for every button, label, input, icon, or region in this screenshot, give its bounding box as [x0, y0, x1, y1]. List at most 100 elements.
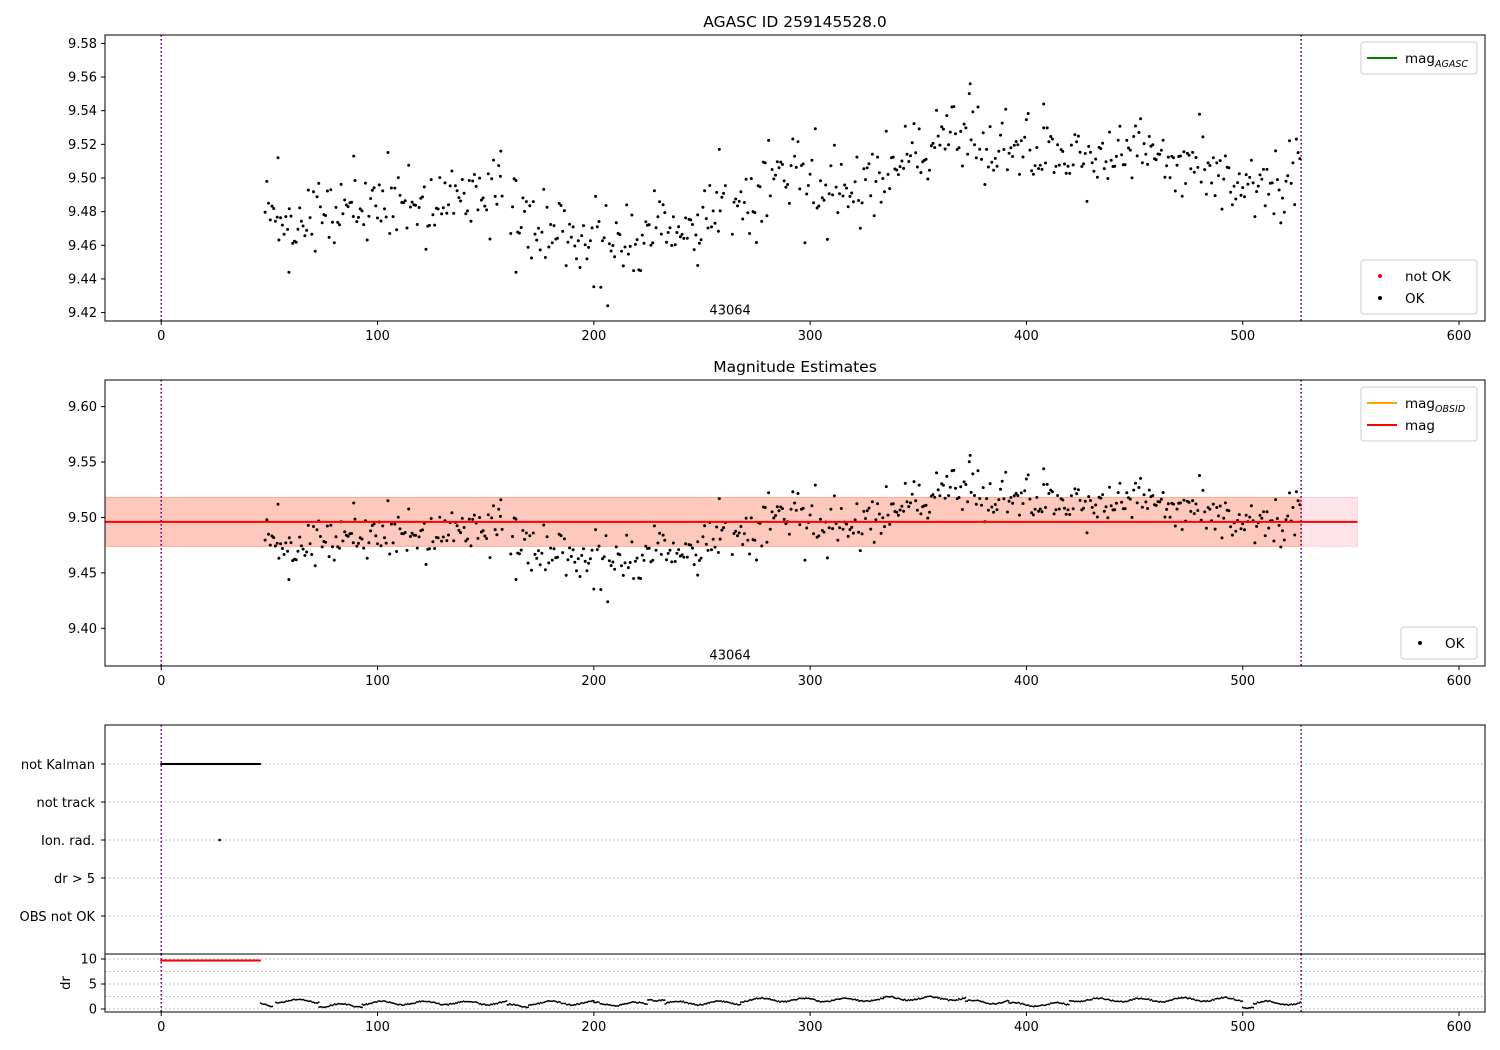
ok-data-point [825, 237, 829, 241]
dr-point [423, 1000, 426, 1003]
ok-data-point [649, 243, 653, 247]
ok-data-point [1073, 133, 1077, 137]
y-tick-label: 9.50 [68, 511, 97, 526]
ok-data-point [374, 534, 378, 538]
ok-data-point [374, 204, 378, 208]
dr-point [479, 1002, 482, 1005]
ok-data-point [748, 552, 752, 556]
dr-point [1071, 1000, 1074, 1002]
ok-data-point [962, 122, 966, 126]
ok-data-point [639, 269, 643, 273]
ok-data-point [1140, 505, 1144, 509]
panel-title: Magnitude Estimates [713, 358, 877, 376]
dr-point [1185, 996, 1188, 999]
ok-data-point [798, 187, 802, 191]
ok-data-point [912, 122, 916, 126]
dr-point [616, 1005, 619, 1007]
ok-data-point [1071, 507, 1075, 511]
ok-data-point [794, 165, 798, 169]
ok-data-point [986, 165, 990, 169]
dr-point [1151, 1000, 1154, 1002]
ok-data-point [808, 172, 812, 176]
ok-data-point [386, 151, 390, 154]
ok-data-point [575, 257, 578, 261]
ok-data-point [742, 201, 746, 204]
ok-data-point [379, 544, 383, 548]
ok-data-point [1229, 190, 1233, 194]
ok-data-point [1009, 146, 1013, 150]
dr-point [366, 1003, 369, 1006]
ok-data-point [1021, 155, 1025, 159]
ok-data-point [280, 223, 284, 227]
dr-point [328, 1005, 331, 1007]
ok-data-point [1076, 134, 1080, 138]
dr-point [447, 1004, 449, 1006]
dr-point [288, 999, 290, 1002]
ok-data-point [329, 523, 333, 527]
dr-point [346, 1003, 349, 1006]
ok-data-point [350, 200, 354, 204]
dr-point [436, 1002, 439, 1005]
ok-data-point [602, 555, 606, 559]
ok-data-point [739, 525, 743, 528]
ok-data-point [358, 207, 362, 211]
flag-category-label: dr > 5 [54, 872, 95, 887]
ok-data-point [623, 245, 627, 249]
ok-data-point [564, 264, 568, 268]
ok-data-point [843, 183, 847, 187]
ok-data-point [755, 241, 758, 244]
ok-data-point [779, 160, 783, 164]
ok-data-point [327, 235, 331, 239]
ok-data-point [980, 157, 983, 161]
ok-data-point [1230, 203, 1234, 207]
ok-data-point [1014, 140, 1018, 143]
ok-data-point [941, 483, 945, 487]
ok-data-point [1198, 474, 1201, 477]
dr-point [1269, 1000, 1272, 1002]
legend-box [1360, 41, 1478, 75]
ok-data-point [280, 547, 284, 550]
ok-data-point [924, 157, 928, 161]
ok-data-point [730, 553, 734, 556]
ok-data-point [831, 527, 835, 531]
ok-data-point [789, 164, 793, 168]
ok-data-point [813, 483, 817, 487]
ok-data-point [408, 535, 412, 538]
ok-data-point [680, 553, 684, 557]
ok-data-point [663, 538, 667, 542]
dr-point [533, 1003, 535, 1006]
y-tick-label: 9.50 [68, 172, 97, 187]
ok-data-point [711, 209, 715, 213]
dr-point [1053, 1001, 1056, 1004]
ok-data-point [1132, 135, 1136, 138]
ok-data-point [545, 205, 549, 209]
ok-data-point [886, 513, 890, 517]
ok-data-point [1063, 162, 1066, 166]
ok-data-point [999, 487, 1002, 491]
ok-data-point [685, 555, 689, 559]
ok-data-point [341, 212, 345, 216]
dr-point [573, 1003, 576, 1006]
ok-data-point [940, 125, 944, 129]
ok-data-point [736, 204, 739, 208]
dr-point [443, 1003, 446, 1006]
ok-data-point [666, 231, 670, 234]
ok-data-point [1172, 502, 1175, 506]
dr-point [527, 1006, 529, 1009]
ok-data-point [962, 480, 966, 484]
ok-data-point [552, 224, 556, 228]
dr-point [861, 999, 864, 1002]
ok-data-point [988, 482, 992, 486]
ok-data-point [787, 201, 791, 205]
ok-data-point [327, 555, 331, 559]
ok-data-point [1151, 494, 1155, 498]
ok-data-point [488, 237, 492, 241]
dr-point [505, 1000, 508, 1002]
ok-data-point [967, 460, 971, 464]
ok-data-point [652, 524, 656, 528]
y-tick-label: 9.56 [68, 71, 97, 86]
dr-point [878, 998, 881, 1001]
ok-data-point [1213, 194, 1217, 198]
ok-data-point [817, 534, 821, 538]
ok-data-point [1263, 204, 1267, 208]
